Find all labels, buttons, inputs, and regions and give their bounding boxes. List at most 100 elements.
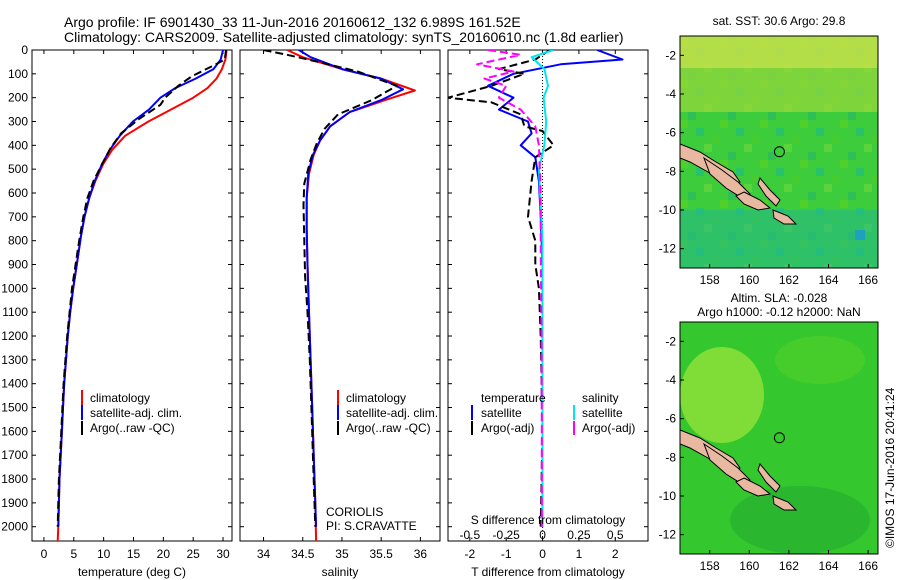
depth-tick-label: 600	[8, 186, 28, 200]
s-difference-tick-label: 0.5	[607, 528, 624, 542]
depth-tick-label: 1200	[1, 329, 28, 343]
depth-tick-label: 1800	[1, 472, 28, 486]
s-difference-tick-label: 0	[539, 528, 546, 542]
legend-sal-satellite: satellite	[582, 406, 623, 420]
salinity-x-label: salinity	[322, 565, 359, 579]
difference-frame	[447, 49, 649, 542]
series-line-temperature-argo-adj-	[448, 50, 555, 527]
depth-tick-label: 100	[8, 67, 28, 81]
depth-axis: 0 100 200 300 400 500 600 700 800 900 1000 1100 1200…	[1, 43, 232, 534]
longitude-tick-label: 162	[779, 559, 799, 573]
x-tick-label: 34	[257, 547, 271, 561]
sst-island-5	[772, 209, 798, 225]
s-difference-label: S difference from climatology	[471, 513, 626, 527]
sst-mid-band	[680, 68, 878, 112]
series-line-satellite-adj-clim-	[298, 50, 405, 527]
depth-tick-label: 1100	[2, 305, 28, 319]
sst-warm-band	[680, 36, 878, 68]
series-line-temperature-satellite	[487, 50, 624, 527]
legend-climatology: climatology	[90, 391, 150, 405]
depth-tick-label: 2000	[1, 520, 28, 534]
salinity-panel: 34 34.5 35 35.5 36 salinity climatology sate…	[239, 49, 441, 579]
s-difference-tick-label: -0.25	[493, 528, 521, 542]
longitude-tick-label: 166	[858, 273, 878, 287]
longitude-tick-label: 164	[818, 559, 838, 573]
longitude-tick-label: 160	[739, 559, 759, 573]
x-tick-label: 0	[539, 547, 546, 561]
s-difference-tick-label: -0.5	[459, 528, 480, 542]
latitude-tick-label: -10	[659, 203, 677, 217]
series-line-climatology	[286, 50, 416, 541]
x-tick-label: 36	[414, 547, 428, 561]
x-tick-label: 0	[41, 547, 48, 561]
legend-argo: Argo(..raw -QC)	[346, 421, 431, 435]
x-tick-label: 34.5	[291, 547, 315, 561]
depth-tick-label: 500	[8, 162, 28, 176]
latitude-tick-label: -4	[665, 373, 676, 387]
legend-temp-argo: Argo(-adj)	[481, 421, 534, 435]
longitude-tick-label: 158	[700, 273, 720, 287]
depth-tick-label: 800	[8, 234, 28, 248]
difference-panel: -2 -1 0 1 2 -0.5 -0.25 0 0.25 0.5 T difference fr…	[447, 49, 649, 579]
sla-longitude-axis: 158 160 162 164 166	[700, 550, 878, 573]
sst-island-3	[735, 191, 772, 211]
salinity-depth-ticks	[240, 49, 440, 528]
x-tick-label: 35.5	[369, 547, 393, 561]
longitude-tick-label: 166	[858, 559, 878, 573]
imos-credit: ©IMOS 17-Jun-2016 20:41:24	[883, 387, 897, 548]
x-tick-label: 1	[576, 547, 583, 561]
depth-tick-label: 1000	[1, 281, 28, 295]
latitude-tick-label: -4	[665, 87, 676, 101]
salinity-series	[263, 50, 416, 541]
x-tick-label: 15	[127, 547, 141, 561]
latitude-tick-label: -2	[665, 334, 676, 348]
sla-map-title: Altim. SLA: -0.028	[731, 291, 828, 305]
argo-position-marker	[773, 146, 785, 158]
temperature-legend: climatology satellite-adj. clim. Argo(..…	[81, 390, 182, 435]
depth-tick-label: 1900	[1, 496, 28, 510]
sst-map-title: sat. SST: 30.6 Argo: 29.8	[713, 14, 846, 28]
depth-tick-label: 1400	[1, 377, 28, 391]
depth-tick-label: 1500	[1, 401, 28, 415]
legend-salinity-header: salinity	[582, 391, 619, 405]
x-tick-label: 35	[335, 547, 349, 561]
sla-map-frame	[679, 321, 879, 555]
x-tick-label: -2	[464, 547, 475, 561]
sla-low-anomaly	[730, 486, 870, 554]
salinity-x-axis: 34 34.5 35 35.5 36	[257, 50, 428, 561]
difference-depth-ticks	[448, 49, 648, 528]
legend-satellite-adj: satellite-adj. clim.	[346, 406, 438, 420]
temperature-x-axis: 0 5 10 15 20 25 30	[41, 50, 230, 561]
longitude-tick-label: 158	[700, 559, 720, 573]
depth-tick-label: 1300	[1, 353, 28, 367]
latitude-tick-label: -6	[665, 126, 676, 140]
series-line-salinity-argo-adj-	[476, 50, 543, 527]
x-tick-label: 25	[187, 547, 201, 561]
legend-temp-satellite: satellite	[481, 406, 522, 420]
latitude-tick-label: -12	[659, 242, 677, 256]
sla-island-4	[757, 462, 781, 493]
series-line-argo-raw-qc-	[56, 50, 227, 527]
sst-longitude-axis: 158 160 162 164 166	[700, 264, 878, 287]
series-line-satellite-adj-clim-	[57, 50, 224, 527]
sla-map-subtitle: Argo h1000: -0.12 h2000: NaN	[697, 305, 860, 319]
argo-position-marker	[773, 432, 785, 444]
depth-tick-label: 700	[8, 210, 28, 224]
legend-climatology: climatology	[346, 391, 406, 405]
annotation-coriolis: CORIOLIS	[326, 505, 383, 519]
temperature-x-label: temperature (deg C)	[78, 565, 186, 579]
longitude-tick-label: 164	[818, 273, 838, 287]
depth-tick-label: 1700	[1, 448, 28, 462]
temperature-frame	[31, 49, 233, 542]
depth-tick-label: 0	[21, 43, 28, 57]
series-line-climatology	[56, 50, 228, 541]
legend-sal-argo: Argo(-adj)	[582, 421, 635, 435]
salinity-frame	[239, 49, 441, 542]
x-tick-label: 30	[216, 547, 230, 561]
sst-island-4	[757, 176, 781, 207]
x-tick-label: 2	[612, 547, 619, 561]
depth-tick-label: 1600	[1, 424, 28, 438]
sst-map-frame	[679, 35, 879, 269]
x-tick-label: 5	[70, 547, 77, 561]
